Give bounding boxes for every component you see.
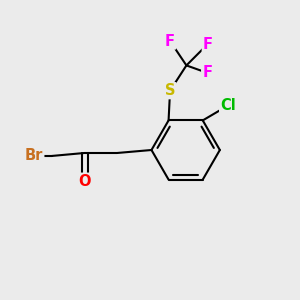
- Text: O: O: [78, 174, 91, 189]
- Text: F: F: [165, 34, 175, 49]
- Text: F: F: [203, 37, 213, 52]
- Text: Cl: Cl: [220, 98, 236, 113]
- Text: Br: Br: [25, 148, 43, 164]
- Text: F: F: [202, 65, 212, 80]
- Text: S: S: [165, 83, 175, 98]
